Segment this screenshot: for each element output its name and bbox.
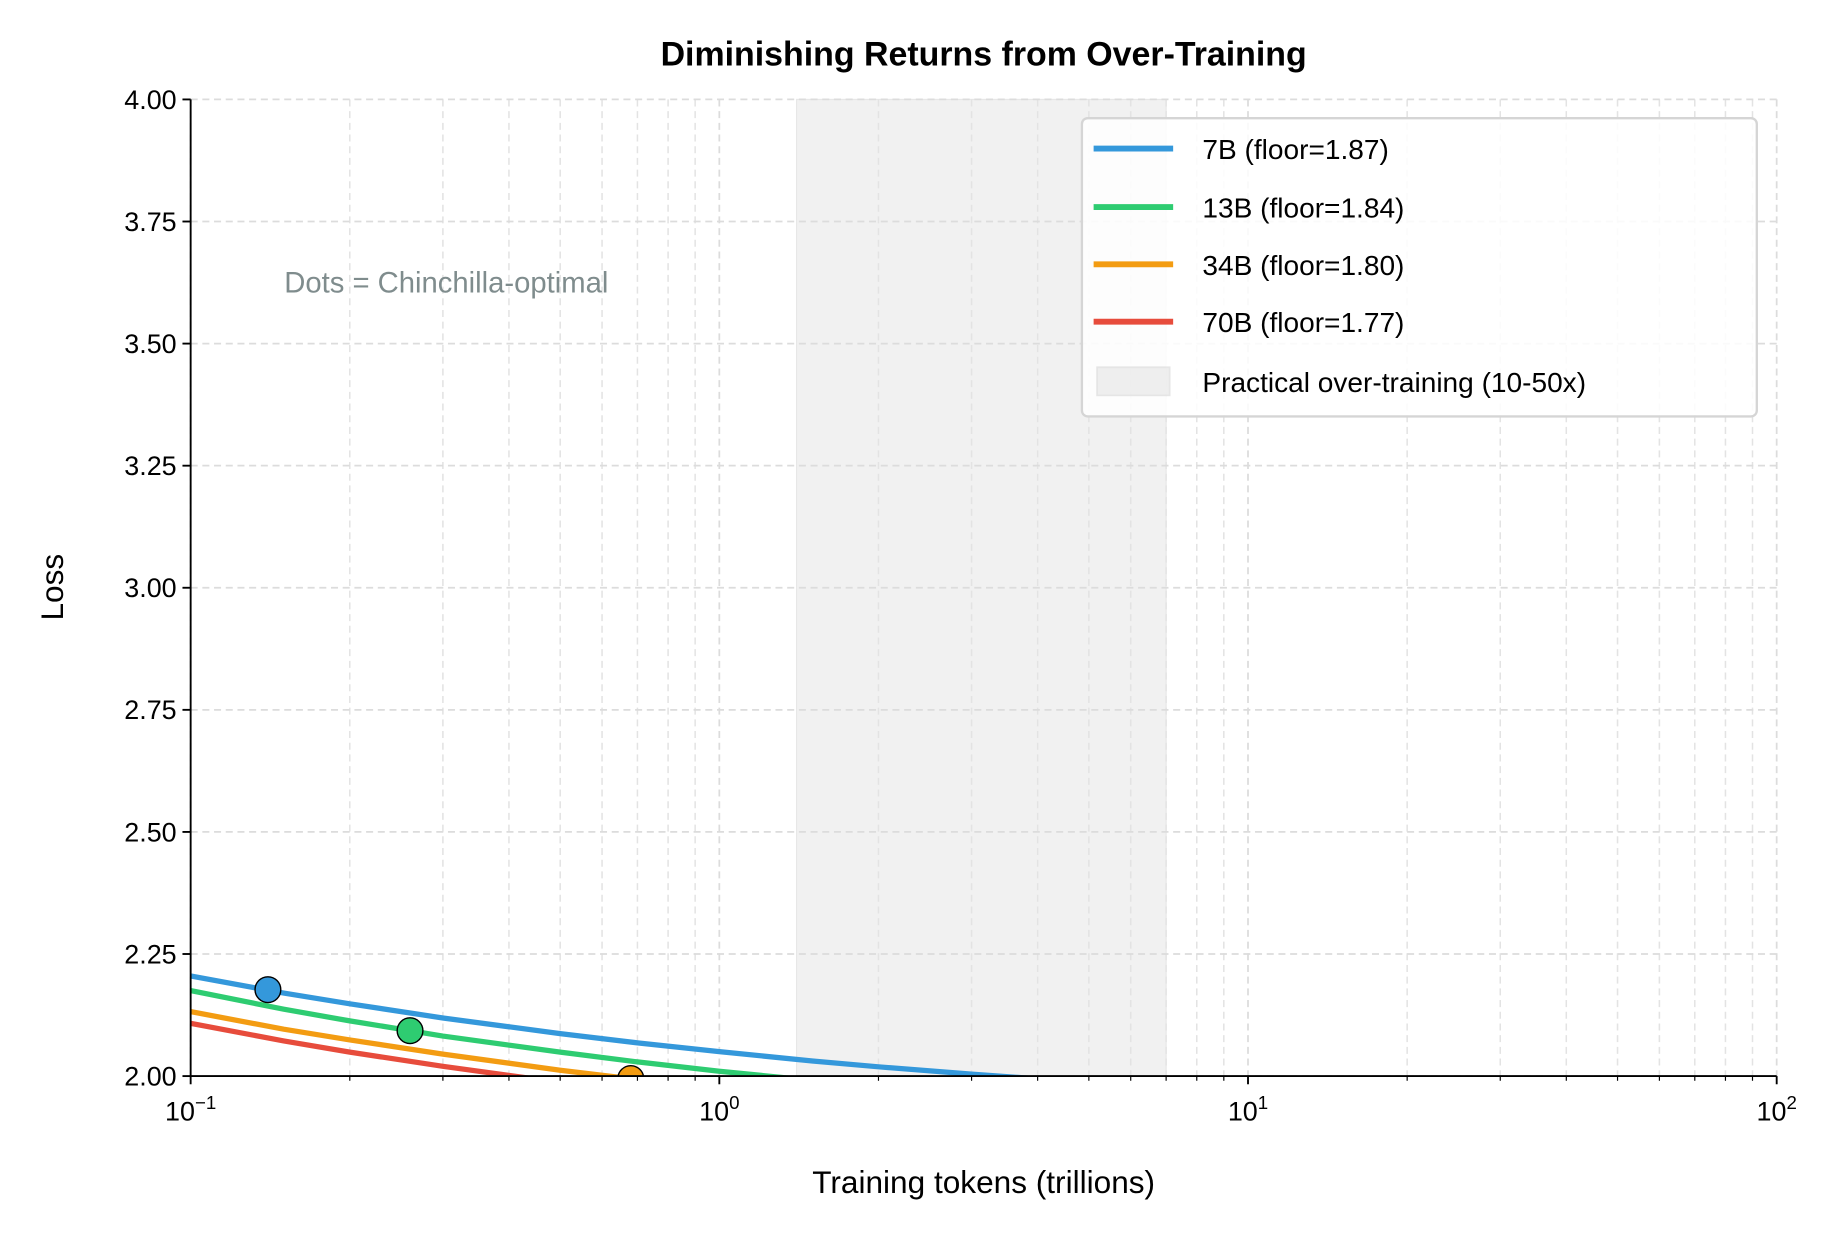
legend-label-0: 7B (floor=1.87) <box>1202 134 1388 165</box>
x-axis-label: Training tokens (trillions) <box>812 1164 1155 1200</box>
x-tick-label: 101 <box>1228 1092 1268 1127</box>
legend-swatch-shaded <box>1096 366 1171 397</box>
y-tick-label: 3.25 <box>124 451 176 481</box>
series-line-0 <box>190 973 1037 1077</box>
y-tick-label: 2.25 <box>124 939 176 969</box>
y-axis-label: Loss <box>34 554 70 621</box>
y-tick-label: 3.00 <box>124 573 176 603</box>
series-line-2 <box>190 1009 632 1077</box>
series-line-3 <box>190 1020 534 1077</box>
legend: 7B (floor=1.87) 13B (floor=1.84) 34B (floo… <box>1080 116 1758 418</box>
y-tick-label: 4.00 <box>124 85 176 115</box>
legend-label-1: 13B (floor=1.84) <box>1202 193 1404 224</box>
y-tick-label: 3.75 <box>124 207 176 237</box>
legend-label-shaded: Practical over-training (10-50x) <box>1202 367 1586 398</box>
series-line-1 <box>190 988 795 1077</box>
x-tick-label: 102 <box>1757 1092 1797 1127</box>
y-tick-label: 2.50 <box>124 817 176 847</box>
y-tick-label: 2.75 <box>124 695 176 725</box>
series-lines <box>190 973 1037 1077</box>
x-tick-label: 100 <box>699 1092 739 1127</box>
annotation: Dots = Chinchilla-optimal <box>284 267 608 299</box>
y-tick-label: 3.50 <box>124 329 176 359</box>
chinchilla-optimal-marker-0 <box>254 976 282 1004</box>
legend-label-2: 34B (floor=1.80) <box>1202 250 1404 281</box>
axes: 2.00 2.25 2.50 2.75 3.00 3.25 3.50 3.75 4.00 10−1… <box>124 85 1797 1127</box>
legend-box <box>1080 116 1758 418</box>
x-tick-label: 10−1 <box>165 1092 216 1127</box>
chinchilla-optimal-marker-2 <box>617 1064 645 1077</box>
chart-title: Diminishing Returns from Over-Training <box>661 36 1307 74</box>
y-tick-label: 2.00 <box>124 1061 176 1091</box>
legend-label-3: 70B (floor=1.77) <box>1202 307 1404 338</box>
chinchilla-optimal-marker-1 <box>396 1017 424 1045</box>
